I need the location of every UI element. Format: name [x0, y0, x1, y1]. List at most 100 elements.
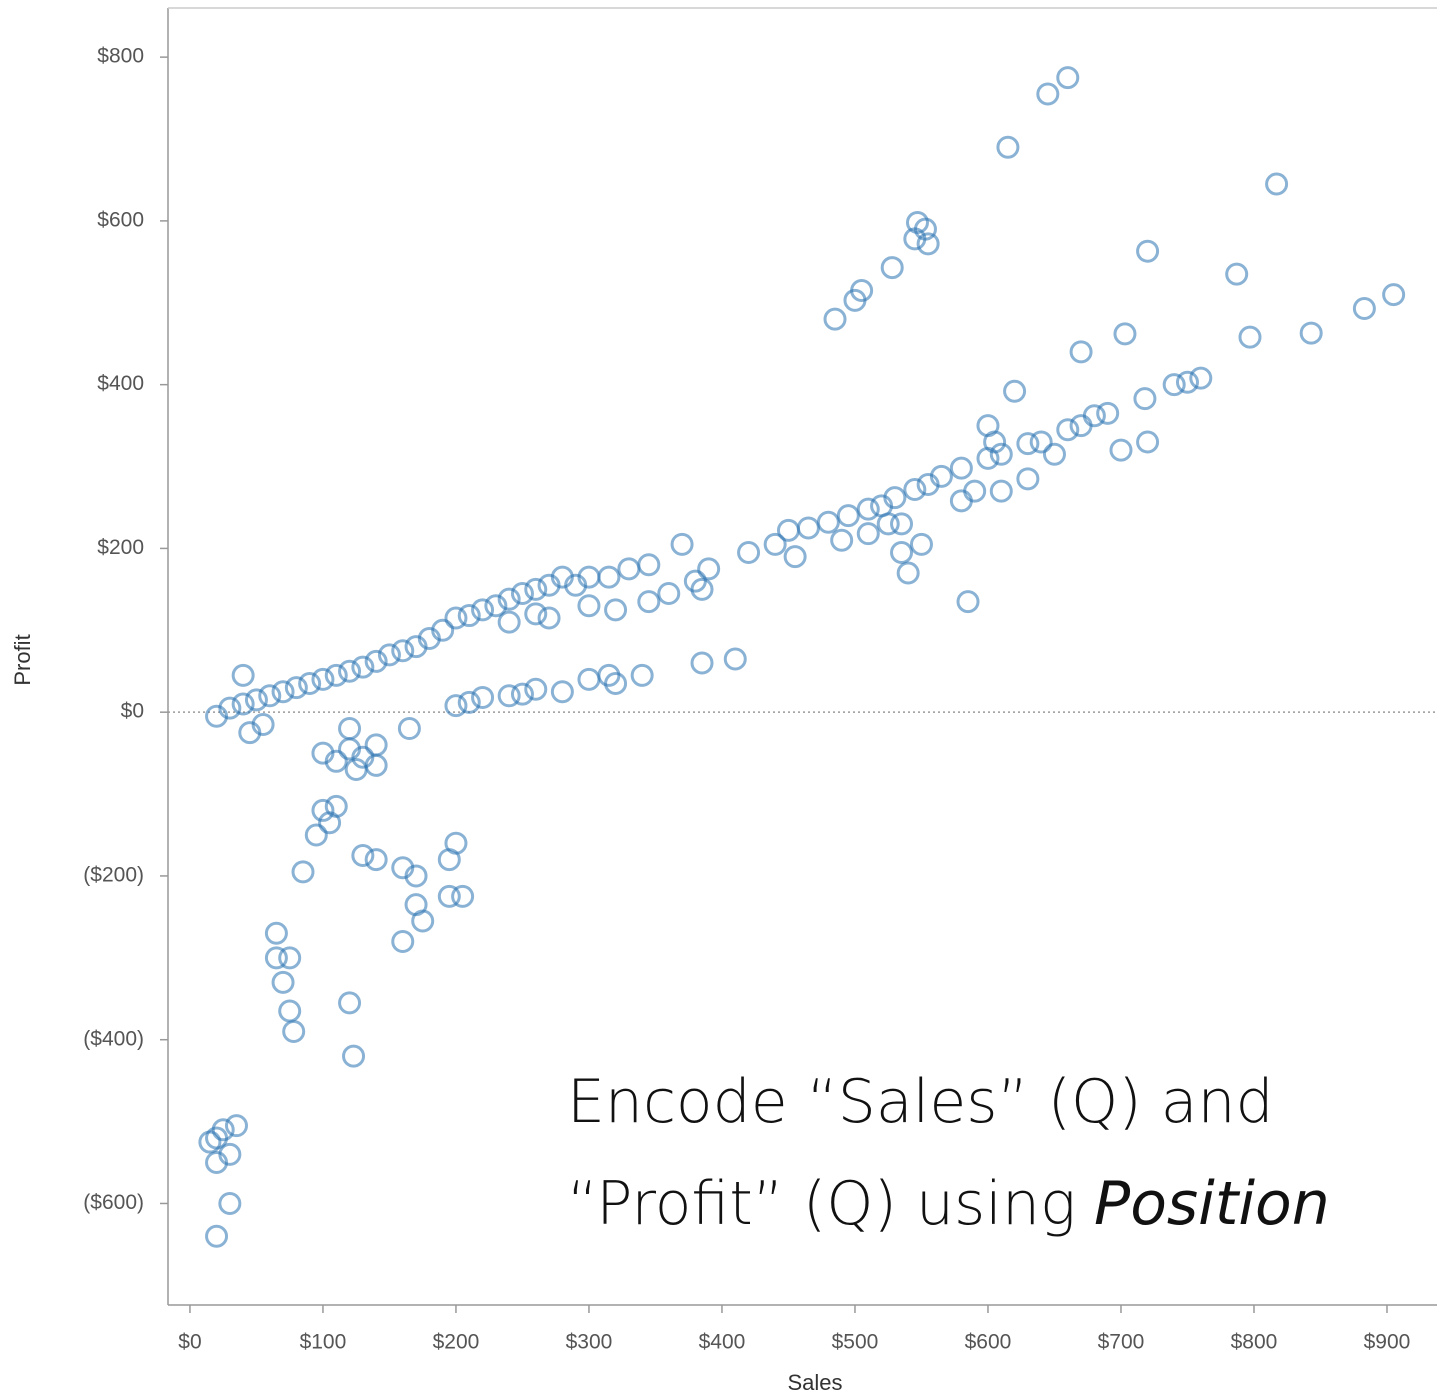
point: [1029, 430, 1053, 454]
point: [364, 753, 388, 777]
point: [524, 577, 548, 601]
point: [484, 594, 508, 618]
point: [1056, 66, 1080, 90]
point: [597, 565, 621, 589]
point: [1109, 438, 1133, 462]
point: [318, 811, 342, 835]
point: [304, 823, 328, 847]
point: [903, 477, 927, 501]
point: [342, 1044, 366, 1068]
point: [444, 606, 468, 630]
point: [537, 606, 561, 630]
point: [231, 692, 255, 716]
annotation-text: “Profit” (Q) using: [567, 1169, 1076, 1239]
point: [444, 831, 468, 855]
point: [1096, 401, 1120, 425]
y-tick-label: $600: [97, 208, 144, 231]
point: [783, 545, 807, 569]
point: [338, 717, 362, 741]
x-tick-label: $100: [300, 1331, 347, 1354]
point: [697, 557, 721, 581]
point: [404, 635, 428, 659]
x-tick-label: $600: [965, 1331, 1012, 1354]
point: [896, 561, 920, 585]
point: [264, 946, 288, 970]
point: [890, 541, 914, 565]
point: [909, 532, 933, 556]
point: [880, 256, 904, 280]
point: [823, 307, 847, 331]
point: [670, 532, 694, 556]
point: [205, 704, 229, 728]
point: [1136, 430, 1160, 454]
point: [956, 590, 980, 614]
point: [510, 682, 534, 706]
point: [856, 522, 880, 546]
point: [989, 479, 1013, 503]
point: [1162, 373, 1186, 397]
point: [298, 672, 322, 696]
point: [776, 518, 800, 542]
point: [391, 929, 415, 953]
annotation: “Profit” (Q) using Position: [567, 1169, 1330, 1239]
x-tick-label: $0: [178, 1331, 201, 1354]
point: [364, 848, 388, 872]
point: [344, 757, 368, 781]
point: [989, 442, 1013, 466]
point: [1175, 370, 1199, 394]
point: [351, 843, 375, 867]
point: [916, 473, 940, 497]
point: [1056, 418, 1080, 442]
point: [244, 688, 268, 712]
point: [1299, 321, 1323, 345]
point: [457, 604, 481, 628]
point: [278, 946, 302, 970]
point: [1016, 467, 1040, 491]
point: [437, 884, 461, 908]
point: [271, 970, 295, 994]
point: [796, 516, 820, 540]
point: [637, 590, 661, 614]
x-tick-label: $200: [433, 1331, 480, 1354]
point: [524, 677, 548, 701]
point: [471, 685, 495, 709]
point: [1136, 239, 1160, 263]
point: [949, 489, 973, 513]
point: [1225, 262, 1249, 286]
point: [397, 717, 421, 741]
point: [996, 135, 1020, 159]
point: [1113, 322, 1137, 346]
point: [976, 446, 1000, 470]
point: [497, 684, 521, 708]
point: [524, 602, 548, 626]
point: [231, 663, 255, 687]
x-tick-label: $400: [699, 1331, 746, 1354]
point: [471, 598, 495, 622]
point: [451, 884, 475, 908]
point: [763, 532, 787, 556]
point: [690, 577, 714, 601]
y-tick-label: $400: [97, 372, 144, 395]
point: [604, 672, 628, 696]
point: [251, 712, 275, 736]
point: [510, 581, 534, 605]
point: [258, 684, 282, 708]
point: [364, 649, 388, 673]
point: [205, 1224, 229, 1248]
point: [1016, 432, 1040, 456]
y-tick-label: ($600): [83, 1191, 144, 1214]
point: [351, 655, 375, 679]
point: [278, 999, 302, 1023]
y-tick-label: ($200): [83, 863, 144, 886]
annotation: Encode “Sales” (Q) and: [567, 1067, 1274, 1137]
point: [291, 860, 315, 884]
point: [816, 510, 840, 534]
point: [1265, 172, 1289, 196]
y-tick-label: ($400): [83, 1027, 144, 1050]
x-tick-label: $900: [1364, 1331, 1411, 1354]
point: [324, 663, 348, 687]
point: [1069, 414, 1093, 438]
x-tick-label: $800: [1231, 1331, 1278, 1354]
point: [211, 1118, 235, 1142]
